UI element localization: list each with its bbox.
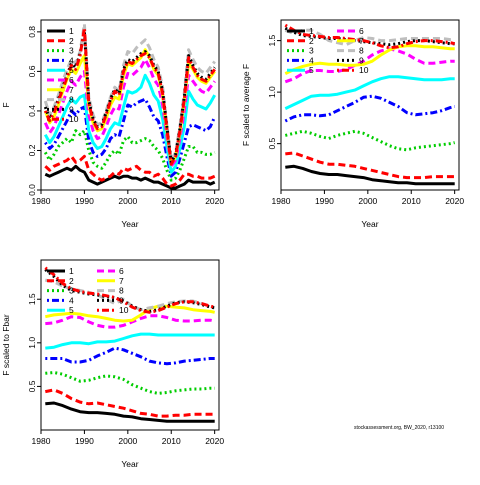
x-tick-label: 1980	[272, 196, 291, 206]
series-line-3	[43, 129, 216, 182]
footer-note: stockassessment.org, BW_2020, r13100	[354, 425, 444, 431]
legend-label-5: 5	[69, 305, 74, 315]
series-line-3	[45, 371, 215, 395]
series-line-4	[44, 97, 217, 178]
legend-label-9: 9	[359, 55, 364, 65]
y-tick-label: 1.0	[27, 337, 37, 349]
series-line-6	[43, 58, 216, 168]
legend-label-10: 10	[69, 114, 79, 124]
series-line-10	[44, 266, 216, 314]
panel-f: 1980 1990 2000 2010 2020 0.0 0.2 0.4 0.6 0.8 Year F…	[1, 19, 224, 229]
series-line-10	[284, 23, 456, 50]
plot-frame	[280, 19, 460, 191]
x-tick-label: 2020	[445, 196, 464, 206]
x-tick-label: 1980	[32, 436, 51, 446]
legend-label-1: 1	[309, 26, 314, 36]
legend-label-7: 7	[119, 276, 124, 286]
legend-label-1: 1	[69, 26, 74, 36]
legend-label-9: 9	[119, 295, 124, 305]
x-tick-label: 1980	[32, 196, 51, 206]
x-tick-label: 2010	[162, 436, 181, 446]
series-line-5	[45, 332, 215, 350]
x-tick-label: 2020	[205, 196, 224, 206]
legend-label-5: 5	[309, 65, 314, 75]
y-tick-label: 0.0	[27, 184, 37, 196]
y-tick-label: 0.5	[27, 380, 37, 392]
x-tick-label: 2010	[162, 196, 181, 206]
y-tick-label: 0.6	[27, 65, 37, 77]
legend-label-3: 3	[69, 46, 74, 56]
x-tick-label: 2010	[402, 196, 421, 206]
series-line-4	[284, 94, 456, 123]
legend-label-4: 4	[69, 55, 74, 65]
legend-label-1: 1	[69, 266, 74, 276]
y-tick-label: 1.5	[267, 34, 277, 46]
x-tick-label: 1990	[315, 196, 334, 206]
panel-f-scaled-average: 1980 1990 2000 2010 2020 0.5 1.0 1.5 Year F scale…	[241, 19, 464, 229]
y-axis-label: F	[1, 102, 11, 107]
y-axis-label: F scaled to Fbar	[1, 314, 11, 376]
series-line-5	[43, 73, 217, 174]
x-tick-label: 2000	[118, 436, 137, 446]
plot-frame	[40, 259, 220, 431]
y-tick-label: 0.2	[27, 144, 37, 156]
series-line-6	[45, 314, 215, 329]
series-line-9	[43, 30, 216, 164]
legend-label-8: 8	[119, 286, 124, 296]
series-line-7	[44, 304, 216, 323]
legend-label-9: 9	[69, 104, 74, 114]
y-tick-label: 0.8	[27, 26, 37, 38]
y-tick-label: 0.5	[267, 137, 277, 149]
series-line-1	[45, 401, 215, 423]
legend-label-3: 3	[309, 46, 314, 56]
x-axis-label: Year	[121, 459, 138, 469]
series-line-5	[284, 75, 455, 110]
x-tick-label: 2000	[118, 196, 137, 206]
series-line-2	[45, 388, 215, 418]
x-tick-label: 2000	[358, 196, 377, 206]
y-tick-label: 0.4	[27, 105, 37, 117]
legend-label-10: 10	[359, 65, 369, 75]
legend-label-2: 2	[69, 276, 74, 286]
legend-label-2: 2	[309, 36, 314, 46]
legend-label-8: 8	[69, 95, 74, 105]
y-tick-label: 1.0	[267, 86, 277, 98]
legend-label-6: 6	[359, 26, 364, 36]
series-line-4	[45, 346, 215, 366]
legend-label-10: 10	[119, 305, 129, 315]
series-line-1	[44, 164, 216, 190]
legend-label-6: 6	[119, 266, 124, 276]
series-line-6	[284, 47, 455, 84]
plot-frame	[40, 19, 220, 191]
x-tick-label: 1990	[75, 436, 94, 446]
legend-label-2: 2	[69, 36, 74, 46]
series-line-2	[285, 151, 455, 180]
series-line-3	[284, 129, 456, 152]
x-axis-label: Year	[361, 219, 378, 229]
x-tick-label: 1990	[75, 196, 94, 206]
series-line-10	[43, 26, 216, 166]
x-axis-label: Year	[121, 219, 138, 229]
panel-f-scaled-fbar: 1980 1990 2000 2010 2020 0.5 1.0 1.5 Year F scale…	[1, 259, 224, 469]
legend-label-8: 8	[359, 46, 364, 56]
series-line-7	[284, 44, 455, 75]
legend-label-7: 7	[359, 36, 364, 46]
legend-label-3: 3	[69, 286, 74, 296]
y-axis-label: F scaled to average F	[241, 64, 251, 146]
series-line-1	[285, 164, 455, 186]
legend-label-5: 5	[69, 65, 74, 75]
legend-label-4: 4	[69, 295, 74, 305]
series-line-8	[284, 28, 455, 47]
legend-label-7: 7	[69, 85, 74, 95]
legend-label-6: 6	[69, 75, 74, 85]
legend-label-4: 4	[309, 55, 314, 65]
x-tick-label: 2020	[205, 436, 224, 446]
y-tick-label: 1.5	[27, 293, 37, 305]
series-line-2	[44, 154, 216, 188]
